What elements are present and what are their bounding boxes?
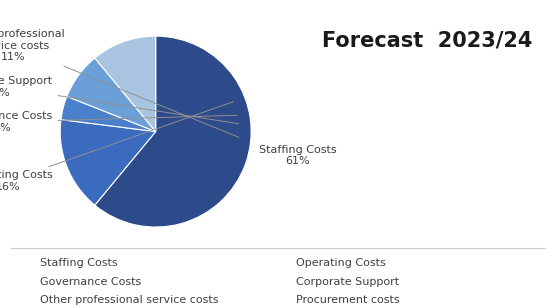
Text: Staffing Costs
61%: Staffing Costs 61% (259, 145, 336, 166)
Text: Staffing Costs: Staffing Costs (40, 258, 118, 268)
Text: Procurement costs: Procurement costs (296, 295, 399, 305)
Text: Operating Costs
16%: Operating Costs 16% (0, 102, 234, 192)
Text: Forecast  2023/24: Forecast 2023/24 (322, 31, 533, 50)
Text: Governance Costs: Governance Costs (40, 277, 141, 286)
Text: Operating Costs: Operating Costs (296, 258, 385, 268)
Wedge shape (60, 120, 156, 205)
Wedge shape (67, 58, 156, 132)
Text: Other professional service costs: Other professional service costs (40, 295, 219, 305)
Text: Corporate Support: Corporate Support (296, 277, 399, 286)
Wedge shape (61, 96, 156, 132)
Wedge shape (95, 36, 156, 132)
Wedge shape (95, 36, 251, 227)
Text: Corporate Support
8%: Corporate Support 8% (0, 76, 239, 124)
Text: Governance Costs
4%: Governance Costs 4% (0, 111, 237, 133)
Text: Other professional
service costs
11%: Other professional service costs 11% (0, 29, 239, 137)
